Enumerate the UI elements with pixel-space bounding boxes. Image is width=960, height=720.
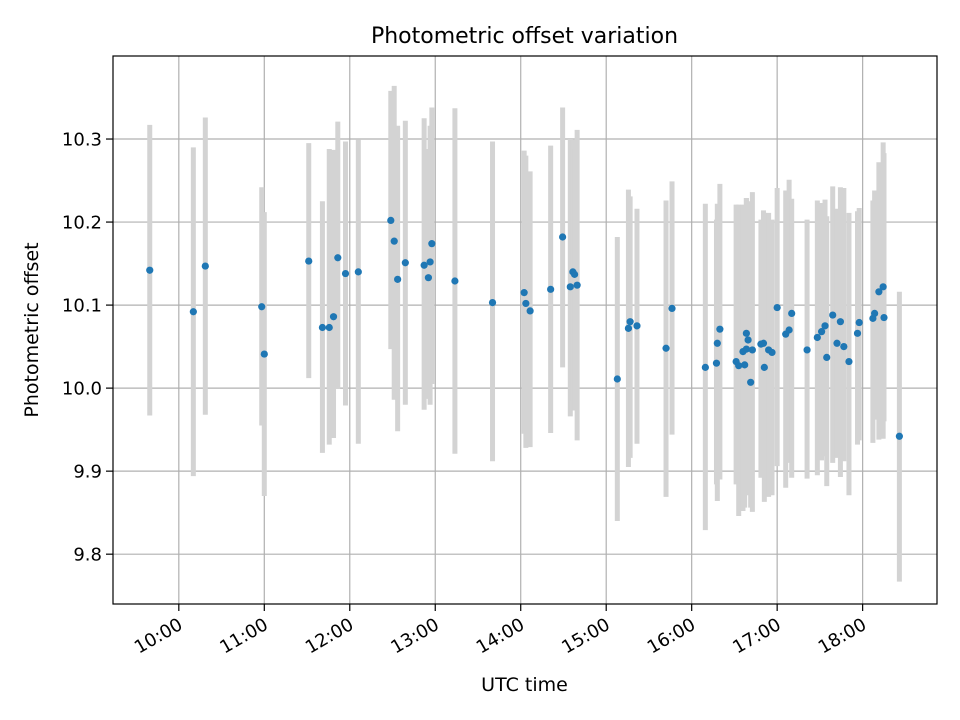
data-point (520, 289, 528, 297)
data-point (845, 357, 853, 366)
data-point (329, 313, 338, 321)
data-point (451, 277, 459, 285)
data-point (803, 346, 811, 354)
data-point (829, 311, 837, 319)
y-tick-label: 10.2 (62, 213, 102, 234)
data-point (735, 362, 743, 370)
data-point (613, 375, 621, 383)
data-point (813, 333, 821, 342)
data-point (821, 322, 829, 330)
data-point (201, 262, 209, 270)
data-point (325, 323, 333, 332)
data-point (305, 257, 313, 265)
x-axis-label: UTC time (481, 674, 568, 696)
data-point (788, 309, 796, 317)
data-point (668, 304, 676, 313)
data-point (875, 288, 883, 296)
data-point (566, 283, 574, 291)
data-point (836, 318, 845, 326)
data-point (547, 285, 555, 293)
y-axis-ticks: 9.8 9.9 10.0 10.1 10.2 10.3 (62, 130, 113, 566)
plot-area-frame (112, 55, 938, 605)
data-point (742, 329, 750, 337)
y-tick-label: 9.9 (73, 462, 102, 483)
data-point (716, 325, 724, 333)
data-point (871, 309, 879, 317)
data-point (522, 299, 530, 308)
data-point (428, 240, 436, 248)
data-point (626, 318, 634, 326)
data-point (341, 269, 350, 278)
data-point (747, 378, 755, 386)
data-point (713, 339, 721, 347)
data-point (662, 344, 670, 352)
data-point (768, 348, 776, 357)
data-point (570, 270, 579, 278)
data-point (559, 233, 567, 241)
data-point (853, 329, 862, 337)
data-point (401, 259, 409, 267)
y-tick-label: 10.0 (62, 379, 102, 400)
data-point (387, 216, 395, 224)
data-point (840, 343, 848, 351)
data-point (394, 275, 402, 283)
data-point (879, 283, 887, 291)
data-point (318, 323, 327, 332)
data-point (624, 324, 633, 332)
data-point (741, 361, 749, 369)
data-point (334, 254, 342, 262)
data-point (760, 363, 768, 371)
data-point (426, 258, 434, 266)
data-point (823, 353, 831, 361)
data-point (748, 346, 756, 354)
data-point (895, 432, 903, 440)
data-point (633, 322, 641, 330)
y-tick-label: 10.3 (62, 130, 102, 151)
data-point (855, 318, 863, 327)
data-point (488, 299, 497, 307)
data-point (573, 281, 581, 289)
data-point (526, 307, 534, 315)
y-tick-label: 10.1 (62, 296, 102, 317)
data-point (354, 268, 362, 276)
data-points (146, 216, 903, 440)
data-point (742, 345, 750, 353)
data-point (424, 274, 433, 282)
data-point (390, 237, 398, 245)
data-point (773, 303, 781, 312)
chart-title: Photometric offset variation (371, 24, 678, 49)
y-axis-label: Photometric offset (21, 242, 43, 417)
data-point (420, 261, 428, 269)
data-point (701, 363, 709, 371)
data-point (818, 328, 826, 336)
data-point (833, 339, 841, 347)
y-tick-label: 9.8 (73, 545, 102, 566)
data-point (759, 339, 768, 347)
data-point (744, 336, 752, 344)
data-point (260, 350, 268, 358)
data-point (258, 303, 266, 311)
data-point (146, 266, 154, 274)
data-point (785, 326, 793, 334)
data-point (189, 308, 197, 316)
data-point (712, 359, 721, 367)
data-point (880, 313, 888, 322)
